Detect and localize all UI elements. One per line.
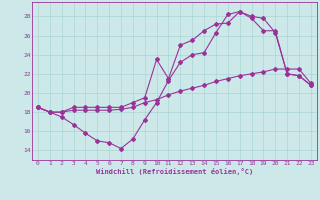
X-axis label: Windchill (Refroidissement éolien,°C): Windchill (Refroidissement éolien,°C): [96, 168, 253, 175]
